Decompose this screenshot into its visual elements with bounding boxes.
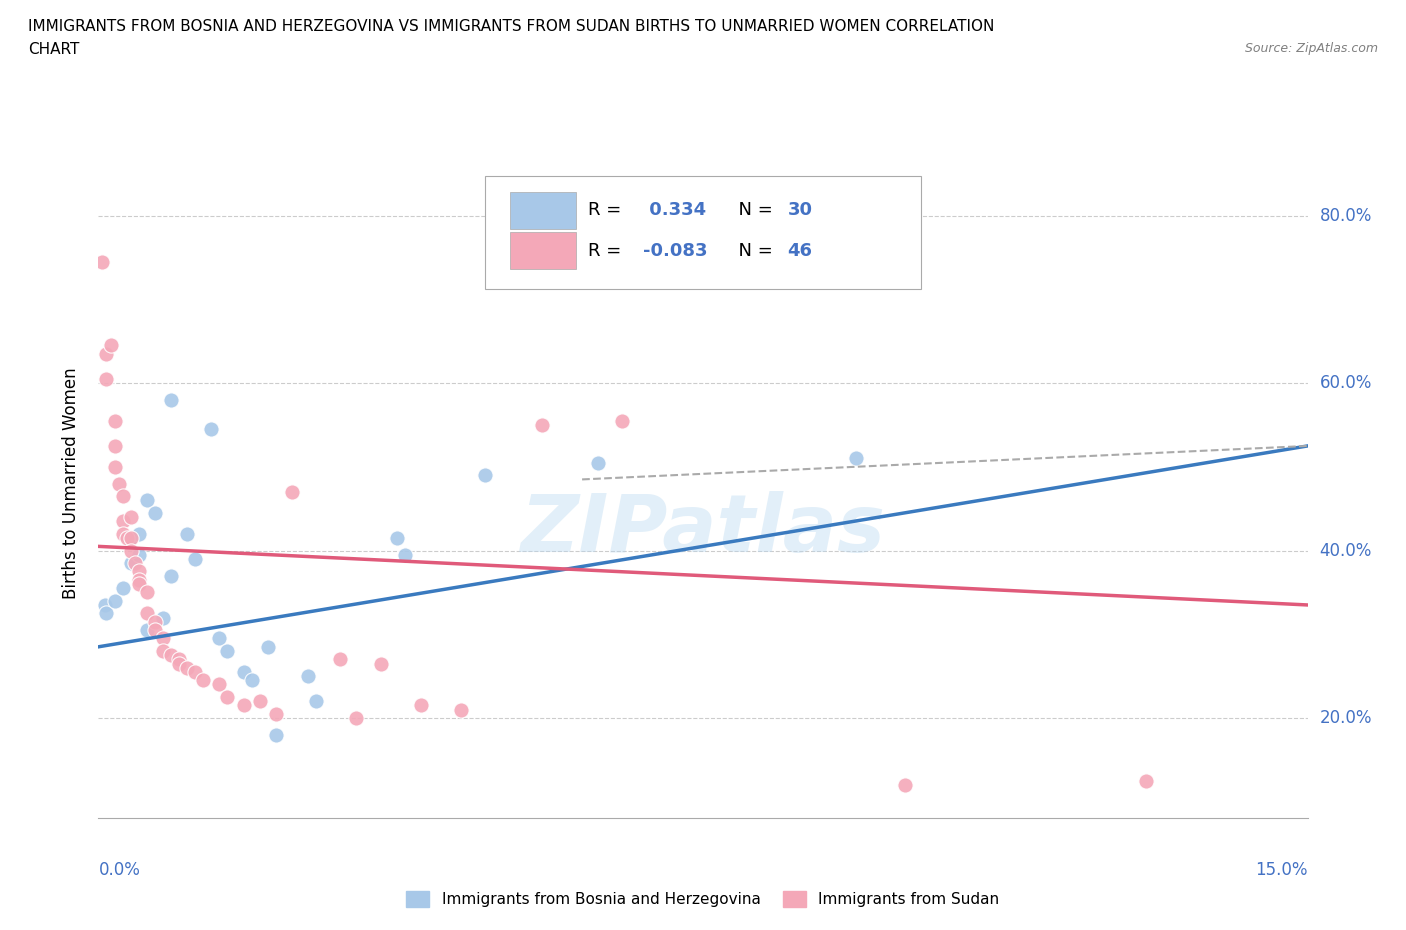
Point: [409, 698, 432, 713]
Point: [370, 657, 392, 671]
Point: [160, 568, 183, 583]
Point: [184, 665, 207, 680]
Text: ZIPatlas: ZIPatlas: [520, 491, 886, 569]
Point: [160, 648, 183, 663]
Point: [329, 652, 352, 667]
Point: [305, 694, 328, 709]
Point: [612, 414, 634, 429]
Point: [135, 623, 157, 638]
Point: [128, 547, 150, 562]
Point: [120, 531, 142, 546]
Text: 46: 46: [787, 242, 813, 259]
Point: [474, 468, 496, 483]
Point: [96, 606, 118, 621]
Point: [103, 459, 125, 474]
Point: [176, 526, 198, 541]
Point: [120, 556, 142, 571]
Point: [91, 255, 114, 270]
Point: [111, 580, 134, 596]
Point: [103, 414, 125, 429]
Point: [240, 673, 263, 688]
Point: [135, 606, 157, 621]
Point: [124, 556, 146, 571]
Text: 0.0%: 0.0%: [98, 860, 141, 879]
Text: N =: N =: [727, 242, 779, 259]
Text: 15.0%: 15.0%: [1256, 860, 1308, 879]
Point: [232, 698, 254, 713]
Point: [297, 669, 319, 684]
Point: [394, 547, 416, 562]
Point: [128, 526, 150, 541]
Point: [111, 514, 134, 529]
FancyBboxPatch shape: [485, 176, 921, 289]
Text: R =: R =: [588, 202, 627, 219]
Point: [232, 665, 254, 680]
Text: 0.334: 0.334: [643, 202, 706, 219]
Point: [450, 702, 472, 717]
Point: [249, 694, 271, 709]
Point: [893, 777, 915, 792]
Point: [217, 690, 239, 705]
Point: [111, 489, 134, 504]
Point: [152, 644, 174, 658]
Point: [152, 610, 174, 625]
Text: R =: R =: [588, 242, 627, 259]
Point: [385, 531, 408, 546]
Point: [281, 485, 304, 499]
Point: [128, 564, 150, 578]
Point: [344, 711, 367, 725]
Point: [120, 543, 142, 558]
Point: [103, 593, 125, 608]
Point: [167, 652, 190, 667]
Legend: Immigrants from Bosnia and Herzegovina, Immigrants from Sudan: Immigrants from Bosnia and Herzegovina, …: [401, 884, 1005, 913]
Text: 60.0%: 60.0%: [1320, 374, 1372, 392]
Point: [160, 392, 183, 407]
Y-axis label: Births to Unmarried Women: Births to Unmarried Women: [62, 367, 80, 600]
Point: [184, 551, 207, 566]
Text: IMMIGRANTS FROM BOSNIA AND HERZEGOVINA VS IMMIGRANTS FROM SUDAN BIRTHS TO UNMARR: IMMIGRANTS FROM BOSNIA AND HERZEGOVINA V…: [28, 19, 994, 33]
Point: [264, 707, 287, 722]
Point: [135, 493, 157, 508]
Point: [128, 577, 150, 591]
Point: [167, 657, 190, 671]
Text: 40.0%: 40.0%: [1320, 541, 1372, 560]
Point: [256, 640, 278, 655]
Text: N =: N =: [727, 202, 779, 219]
Text: 20.0%: 20.0%: [1320, 709, 1372, 727]
Point: [530, 418, 553, 432]
Point: [94, 598, 117, 613]
Point: [200, 422, 222, 437]
Point: [143, 615, 166, 630]
Text: Source: ZipAtlas.com: Source: ZipAtlas.com: [1244, 42, 1378, 55]
Point: [1135, 774, 1157, 789]
FancyBboxPatch shape: [509, 193, 576, 229]
Point: [115, 531, 138, 546]
Point: [586, 456, 609, 471]
Point: [100, 339, 122, 353]
FancyBboxPatch shape: [509, 232, 576, 270]
Text: 30: 30: [787, 202, 813, 219]
Point: [120, 531, 142, 546]
Point: [120, 510, 142, 525]
Point: [96, 372, 118, 387]
Point: [107, 476, 129, 491]
Point: [176, 660, 198, 675]
Point: [143, 506, 166, 521]
Point: [96, 347, 118, 362]
Point: [103, 439, 125, 454]
Point: [128, 573, 150, 588]
Point: [217, 644, 239, 658]
Text: 80.0%: 80.0%: [1320, 206, 1372, 225]
Text: CHART: CHART: [28, 42, 80, 57]
Point: [264, 727, 287, 742]
Point: [208, 631, 231, 646]
Point: [193, 673, 215, 688]
Point: [152, 631, 174, 646]
Text: -0.083: -0.083: [643, 242, 707, 259]
Point: [845, 451, 868, 466]
Point: [208, 677, 231, 692]
Point: [111, 526, 134, 541]
Point: [143, 623, 166, 638]
Point: [135, 585, 157, 600]
